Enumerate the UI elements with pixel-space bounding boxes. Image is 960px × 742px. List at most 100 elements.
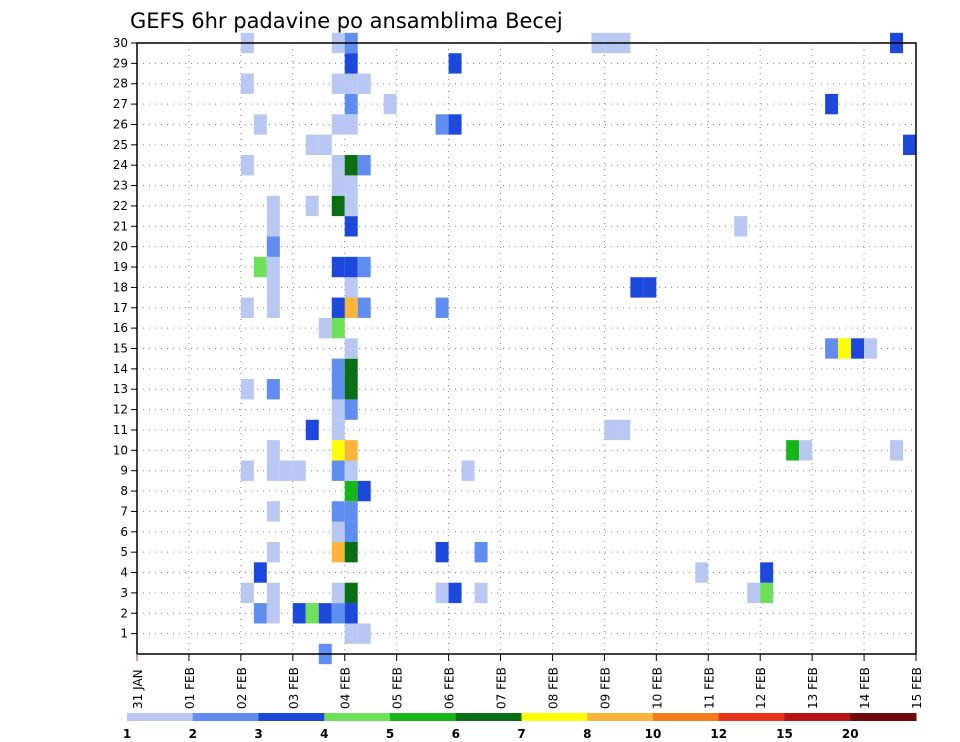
y-tick-label: 20 [113,240,128,254]
heatmap-cell [448,114,462,135]
heatmap-cell [344,358,358,380]
heatmap-cell [240,297,254,318]
colorbar-swatch [258,713,325,721]
x-tick-label: 01 FEB [183,667,197,709]
y-tick-label: 1 [120,627,128,641]
heatmap-cell [266,541,280,563]
heatmap-cell [331,358,345,380]
colorbar-swatch [127,713,194,721]
x-tick-label: 09 FEB [598,667,612,709]
heatmap-cell [799,440,813,461]
heatmap-cell [253,114,267,135]
x-tick-label: 08 FEB [546,667,560,709]
heatmap-cell [331,175,345,196]
heatmap-cell [357,623,371,644]
y-tick-label: 14 [113,362,128,376]
x-tick-label: 04 FEB [339,667,353,709]
heatmap-cell [357,256,371,278]
x-tick-label: 06 FEB [443,667,457,709]
heatmap-cell [266,277,280,298]
heatmap-cell [331,582,345,604]
heatmap-cell [344,623,358,644]
heatmap-cell [240,460,254,481]
heatmap-cell [344,53,358,74]
heatmap-cell [474,541,488,563]
heatmap-cell [305,195,319,217]
heatmap-cell [253,562,267,583]
heatmap-cell [318,134,332,156]
heatmap-cell [253,256,267,278]
y-tick-label: 29 [113,56,128,70]
y-tick-label: 11 [113,423,128,437]
y-tick-label: 28 [113,77,128,91]
heatmap-cell [331,379,345,400]
heatmap-cell [357,480,371,502]
heatmap-cell [266,501,280,522]
colorbar-label: 2 [189,727,197,741]
heatmap-cell [266,256,280,278]
x-tick-label: 07 FEB [495,667,509,709]
heatmap-cell [344,155,358,176]
colorbar-swatch [850,713,917,721]
heatmap-cell [344,501,358,522]
y-tick-label: 10 [113,443,128,457]
y-tick-label: 2 [120,606,128,620]
heatmap-cell [734,216,748,237]
heatmap-cell [344,195,358,217]
y-tick-label: 5 [120,545,128,559]
y-tick-label: 4 [120,566,128,580]
y-tick-label: 16 [113,321,128,335]
heatmap-cell [643,277,657,298]
heatmap-cell [344,521,358,542]
heatmap-cell [305,419,319,441]
y-tick-label: 6 [120,525,128,539]
heatmap-cell [344,338,358,359]
y-tick-label: 17 [113,301,128,315]
heatmap-cell [864,338,878,359]
heatmap-cell [266,297,280,318]
heatmap-cell [695,562,709,583]
heatmap-cell [292,460,306,481]
heatmap-cell [825,93,839,115]
x-tick-label: 05 FEB [391,667,405,709]
heatmap-cell [331,501,345,522]
heatmap-cell [903,134,916,156]
heatmap-cell [331,603,345,624]
heatmap-cells [240,32,916,665]
x-tick-label: 14 FEB [858,667,872,709]
heatmap-cell [266,379,280,400]
y-tick-label: 30 [113,36,128,50]
x-tick-label: 15 FEB [910,667,924,709]
heatmap-cell [890,440,904,461]
heatmap-cell [292,603,306,624]
heatmap-cell [760,582,774,604]
heatmap-cell [435,114,449,135]
y-tick-label: 22 [113,199,128,213]
colorbar-swatch [587,713,654,721]
heatmap-cell [344,379,358,400]
heatmap-cell [357,155,371,176]
heatmap-cell [331,114,345,135]
colorbar-label: 4 [320,727,328,741]
y-axis-ticks: 1234567891011121314151617181920212223242… [113,36,137,641]
heatmap-cell [344,297,358,318]
colorbar-label: 3 [254,727,262,741]
x-tick-label: 31 JAN [131,669,145,709]
heatmap-cell [331,419,345,441]
x-tick-label: 03 FEB [287,667,301,709]
heatmap-cell [838,338,852,359]
heatmap-cell [305,134,319,156]
y-tick-label: 9 [120,464,128,478]
heatmap-cell [461,460,475,481]
heatmap-cell [760,562,774,583]
heatmap-cell [825,338,839,359]
heatmap-cell [630,277,644,298]
heatmap-cell [266,440,280,461]
heatmap-cell [383,93,397,115]
heatmap-cell [331,399,345,420]
heatmap-cell [331,195,345,217]
heatmap-cell [318,603,332,624]
colorbar-swatch [455,713,522,721]
x-tick-label: 11 FEB [702,667,716,709]
heatmap-cell [344,114,358,135]
